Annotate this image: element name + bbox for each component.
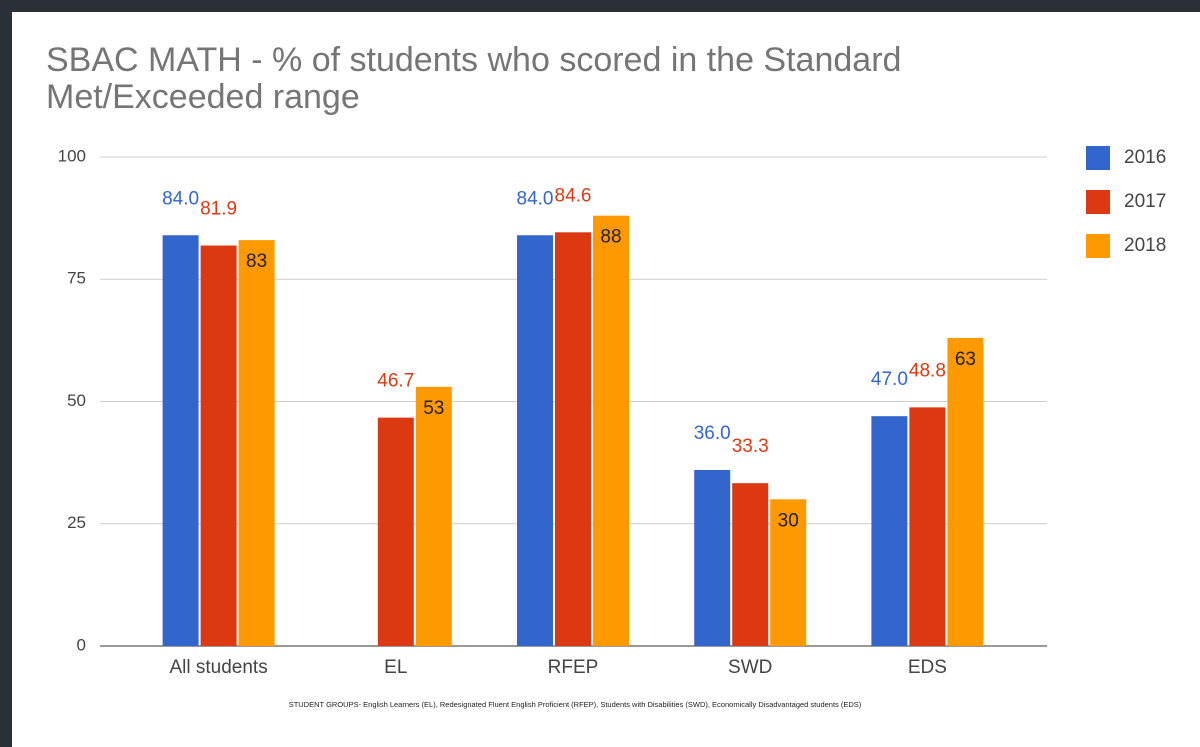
data-label: 33.3 [732,436,769,457]
x-tick-label: RFEP [548,657,599,678]
bar [238,240,275,646]
data-label: 48.8 [909,360,946,381]
chart-title: SBAC MATH - % of students who scored in … [46,41,902,116]
legend-swatch [1086,234,1110,258]
bar [162,235,199,647]
bar [732,483,769,646]
data-label: 83 [246,251,267,272]
bar [770,499,807,646]
x-tick-label: All students [169,657,267,678]
legend-swatch [1086,146,1110,170]
data-label: 84.0 [517,188,554,209]
data-label: 30 [778,510,799,531]
data-label: 88 [600,227,621,248]
x-tick-label: SWD [728,657,772,678]
bar [377,417,414,646]
data-label: 47.0 [871,369,908,390]
legend-label: 2016 [1124,147,1166,168]
data-label: 84.6 [555,185,592,206]
legend-label: 2017 [1124,191,1166,212]
bar [871,416,908,646]
y-tick-label: 0 [77,635,86,654]
y-tick-label: 100 [58,146,86,165]
data-label: 36.0 [694,423,731,444]
legend-swatch [1086,190,1110,214]
bar [415,386,452,646]
y-tick-label: 50 [67,391,86,410]
x-tick-label: EDS [908,657,947,678]
bar [947,337,984,646]
bar [593,215,629,646]
bar [200,245,237,646]
bar [555,232,591,646]
y-tick-label: 25 [67,513,86,532]
bar [517,235,553,647]
data-label: 46.7 [377,371,414,392]
legend-label: 2018 [1124,235,1166,256]
data-label: 63 [955,349,976,370]
bar [909,407,946,646]
data-label: 84.0 [162,188,199,209]
data-label: 81.9 [200,199,237,220]
data-label: 53 [423,398,444,419]
bar [694,469,731,646]
footnote: STUDENT GROUPS- English Learners (EL), R… [289,700,862,709]
x-tick-label: EL [384,657,407,678]
y-tick-label: 75 [67,269,86,288]
